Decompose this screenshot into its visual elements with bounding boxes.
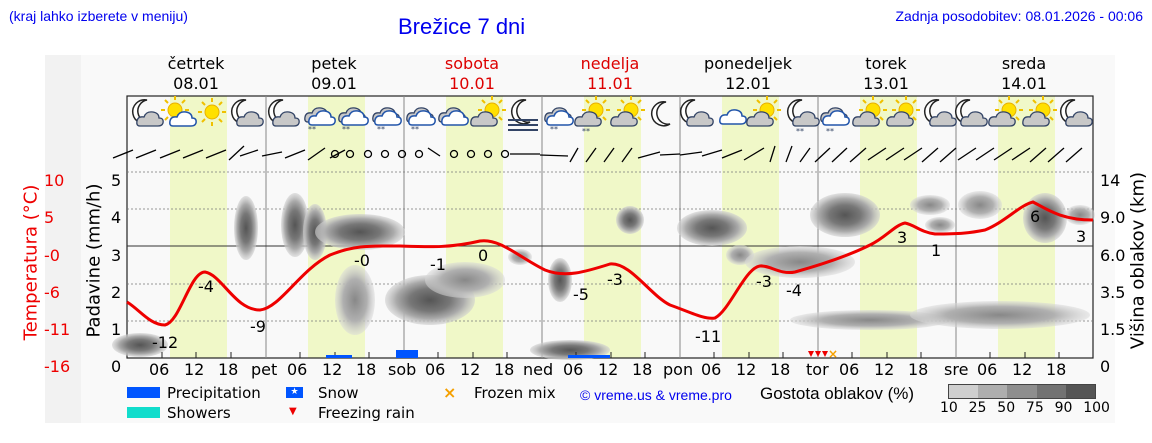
freezing-rain-markers (808, 351, 828, 357)
cloud-density-scale (948, 384, 1096, 399)
freezing-rain-icon: ▼ (289, 406, 297, 417)
svg-text:**: ** (796, 127, 804, 136)
day-header-thu: četrtek 08.01 (167, 54, 225, 93)
page-title: Brežice 7 dni (398, 14, 526, 39)
day-header-sat: sobota 10.01 (444, 54, 500, 93)
temperature-line (126, 200, 1094, 327)
wind-barbs-2 (585, 145, 1083, 163)
region-hint[interactable]: (kraj lahko izberete v meniju) (9, 8, 188, 24)
svg-text:-3: -3 (756, 272, 772, 291)
snow-label: Snow (318, 384, 359, 402)
svg-text:-1: -1 (430, 255, 446, 274)
cloud-density-ticks: 10 25 50 75 90 100 (940, 400, 1110, 416)
last-updated: Zadnja posodobitev: 08.01.2026 - 00:06 (895, 8, 1143, 24)
cloud-height-axis-title: Višina oblakov (km) (1127, 171, 1149, 350)
frozen-mix-icon: × (443, 383, 457, 402)
svg-text:**: ** (308, 125, 316, 134)
precipitation-swatch (127, 387, 160, 398)
svg-text:3: 3 (1076, 227, 1086, 246)
svg-text:6: 6 (1030, 207, 1040, 226)
temperature-ticks: 10 5 -0 -6 -11 -16 (44, 171, 71, 377)
svg-text:-11: -11 (695, 327, 721, 346)
calm-wind-circles (330, 149, 510, 159)
showers-label: Showers (167, 404, 231, 422)
svg-text:0: 0 (478, 246, 488, 265)
snow-markers (326, 350, 610, 358)
day-header-mon: ponedeljek 12.01 (704, 54, 792, 93)
temperature-annotations: -12 -4 -9 -0 -1 0 -5 -3 -11 -3 -4 3 1 6 … (152, 207, 1086, 352)
cloud-height-ticks: 14 9.0 6.0 3.5 1.5 0 (1100, 171, 1126, 377)
svg-text:**: ** (377, 125, 385, 134)
svg-text:1: 1 (931, 241, 941, 260)
snow-icon: ★ (286, 387, 303, 398)
x-tick-marks (161, 352, 1060, 358)
day-header-sun: nedelja 11.01 (580, 54, 640, 93)
svg-text:-3: -3 (607, 270, 623, 289)
svg-text:-9: -9 (250, 317, 266, 336)
svg-text:**: ** (342, 125, 350, 134)
weather-icons: ** ** ** ** ** ** ** ** (131, 95, 1093, 136)
svg-text:**: ** (550, 125, 558, 134)
x-tick-labels: 06 12 18 pet 06 12 18 sob 06 12 18 ned 0… (149, 360, 1067, 379)
left-margin (45, 55, 81, 423)
day-header-fri: petek 09.01 (311, 54, 357, 93)
svg-text:**: ** (826, 127, 834, 136)
showers-swatch (127, 407, 160, 418)
frozen-mix-label: Frozen mix (474, 384, 556, 402)
svg-text:-4: -4 (786, 281, 802, 300)
freezing-rain-label: Freezing rain (318, 404, 415, 422)
day-header-wed: sreda 14.01 (1001, 54, 1047, 93)
temperature-axis-title: Temperatura (°C) (20, 184, 42, 341)
svg-text:-4: -4 (198, 277, 214, 296)
svg-text:-12: -12 (152, 333, 178, 352)
credit-link[interactable]: © vreme.us & vreme.pro (580, 387, 732, 403)
svg-text:**: ** (582, 127, 590, 136)
frozen-mix-marker: × (828, 347, 838, 361)
svg-text:**: ** (411, 125, 419, 134)
precipitation-label: Precipitation (167, 384, 261, 402)
svg-text:-0: -0 (354, 251, 370, 270)
cloud-density-label: Gostota oblakov (%) (760, 384, 915, 403)
precip-axis-title: Padavine (mm/h) (83, 183, 105, 338)
day-header-tue: torek 13.01 (863, 54, 909, 93)
svg-text:3: 3 (897, 228, 907, 247)
legend: Precipitation Showers ★ Snow ▼ Freezing … (127, 383, 1127, 424)
svg-text:-5: -5 (573, 285, 589, 304)
cloud-density (112, 191, 1095, 360)
